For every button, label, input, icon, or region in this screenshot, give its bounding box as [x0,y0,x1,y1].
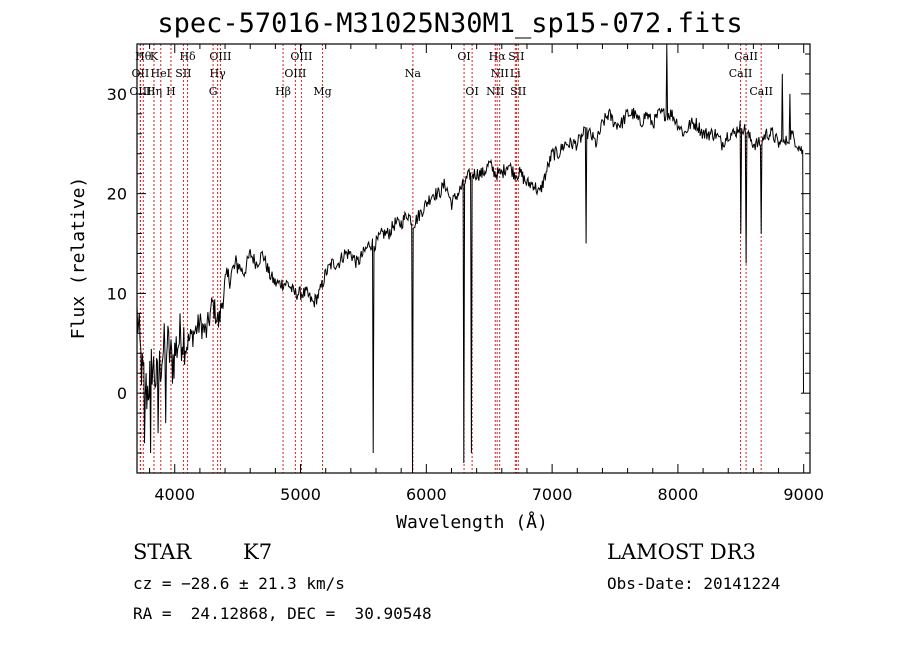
spectral-line-label: OIII [284,67,306,80]
x-tick-label: 8000 [658,485,699,504]
spectrum-layer [136,43,804,474]
x-tick-label: 9000 [783,485,824,504]
object-subclass: K7 [243,540,273,564]
spectral-line-label: Hβ [275,85,291,98]
x-tick-label: 4000 [154,485,195,504]
spectral-line-label: Hη [146,85,162,98]
coordinates: RA = 24.12868, DEC = 30.90548 [133,604,432,623]
plot-frame [136,43,811,474]
spectral-line-label: OI [457,50,470,63]
y-tick-label: 0 [117,384,127,403]
spectral-line-label: NII [486,85,504,98]
spectral-line-label: H [166,85,176,98]
redshift-velocity: cz = −28.6 ± 21.3 km/s [133,574,345,593]
spectral-line-label: OIII [290,50,312,63]
spectral-line-label: SII [510,85,526,98]
spectral-line-label: OIII [209,50,231,63]
spectral-line-label: HeI [151,67,171,80]
y-tick-label: 10 [107,284,127,303]
spectrum-line [136,43,804,474]
y-tick-label: 30 [107,85,127,104]
x-tick-label: 7000 [532,485,573,504]
spectral-line-label: SII [175,67,191,80]
axes-layer: 4000 5000 6000 7000 8000 9000 0 10 20 30 [107,44,824,504]
spectral-line-label: CaII [734,50,758,63]
spectral-line-label: NII [491,67,509,80]
object-class: STAR [133,540,192,564]
y-axis-label: Flux (relative) [68,177,89,340]
spectral-line-label: G [209,85,218,98]
x-tick-label: 5000 [280,485,321,504]
spectral-line-label: Hα [489,50,507,63]
y-tick-label: 20 [107,185,127,204]
x-axis-label: Wavelength (Å) [396,511,548,533]
spectral-line-label: OIII [129,85,151,98]
x-tick-label: 6000 [406,485,447,504]
spectral-line-label: CaII [749,85,773,98]
survey-name: LAMOST DR3 [607,540,756,564]
spectral-line-label: Hγ [210,67,227,80]
spectral-line-label: Hθ [135,50,152,63]
spectral-line-label: Na [405,67,422,80]
spectral-line-label: Li [510,67,521,80]
spectral-line-label: SII [508,50,524,63]
spectral-line-label: Mg [313,85,331,98]
chart-title: spec-57016-M31025N30M1_sp15-072.fits [157,8,743,39]
spectral-line-label: OI [465,85,478,98]
observation-date: Obs-Date: 20141224 [607,574,781,593]
spectral-line-label: CaII [729,67,753,80]
spectral-line-label: Hδ [179,50,196,63]
